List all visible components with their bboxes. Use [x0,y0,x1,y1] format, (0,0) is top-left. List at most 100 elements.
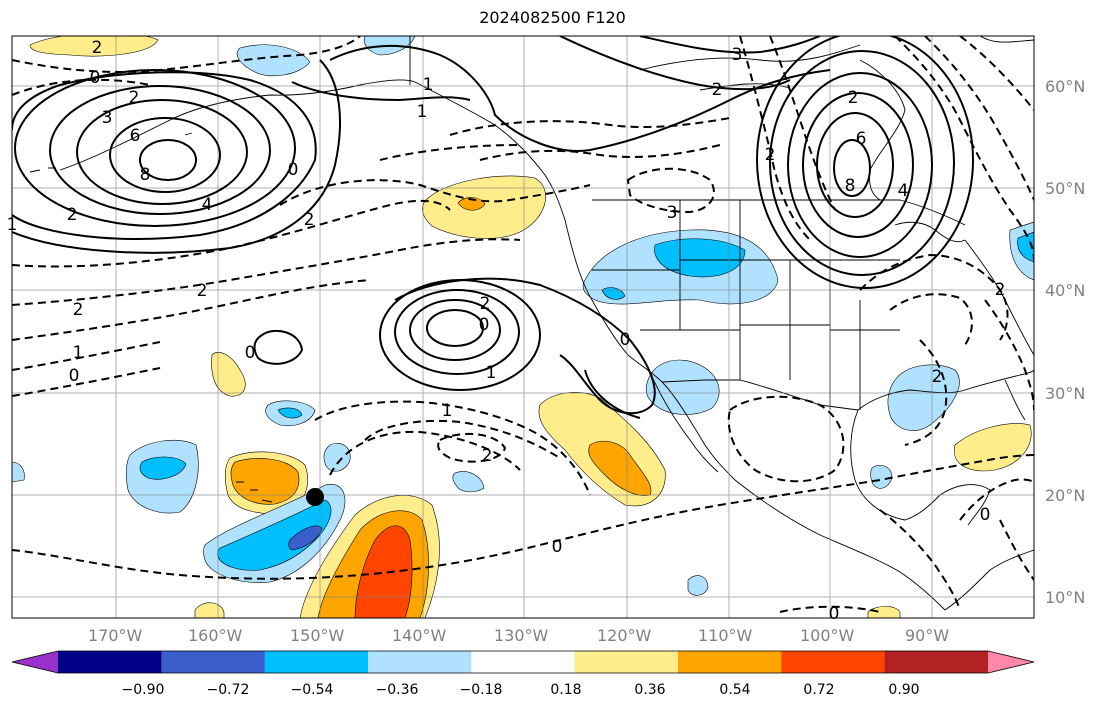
contour-label: 1 [423,75,434,95]
contour-high-6 [816,112,894,218]
contour-east-0 [999,519,1034,581]
shade-blue-west2 [601,287,626,300]
contour-se-1 [959,478,1034,521]
colorbar-tick-label: 0.18 [550,682,582,698]
contour-label: 2 [197,281,208,301]
contour-neg-9 [479,144,721,161]
hawaii-islands [236,481,273,503]
contour-neg-7 [12,367,161,397]
contour-high-5 [802,92,914,238]
location-marker [306,488,324,506]
contour-north-2 [559,36,791,91]
negative-contours [12,36,1034,613]
florida [1004,379,1026,421]
contour-label: 0 [980,505,991,525]
contour-pac-s3 [329,430,521,476]
state-lines-2 [592,259,900,331]
contour-high-2 [756,36,974,289]
contour-pac-s1 [314,400,591,496]
contour-high-8 [833,139,871,197]
colorbar-tick-label: 0.72 [803,682,835,698]
shade-blue-west [654,238,746,278]
contour-ca-loop [626,167,715,214]
baja-peninsula [649,371,719,473]
contour-east-3 [894,36,1034,261]
greenland-edge [979,36,1034,43]
contour-mid-h15 [394,289,520,375]
contour-label: 0 [288,160,299,180]
contour-zero-south [12,454,1034,580]
contour-label: 2 [304,210,315,230]
colorbar-tick-label: −0.90 [121,682,165,698]
contour-low-ak-5 [76,99,248,205]
contour-mid-h2 [409,299,501,361]
contour-north-3 [639,36,821,54]
lat-label: 40°N [1045,281,1086,300]
shade-blue-hawaii-w [139,456,187,480]
contour-pnw-1 [291,81,471,102]
shade-lightblue-small3 [452,471,485,493]
shade-yellow-ak [29,36,159,57]
contour-label: 0 [479,315,490,335]
contour-east-1 [739,36,811,241]
lon-label: 100°W [800,626,855,645]
contour-label: 3 [732,45,743,65]
contour-label: 1 [73,343,84,363]
contour-label: 1 [442,401,453,421]
shade-lightblue-edge [12,461,25,483]
shade-blue-small1 [277,407,303,419]
colorbar-tick-label: 0.36 [634,682,666,698]
colorbar-box [574,651,679,673]
colorbar-tick-label: −0.36 [375,682,419,698]
shade-lightblue-mexico [870,465,893,489]
contour-low-ak-8 [139,139,197,181]
colorbar-box [471,651,576,673]
lat-label: 20°N [1045,486,1086,505]
contour-label: 2 [765,145,776,165]
contour-labels: 2 0 2 3 6 8 4 0 1 2 2 1 3 2 2 6 8 4 1 2 … [7,38,1006,624]
contour-ak-2 [12,71,317,240]
shade-lightblue-small4 [687,575,709,596]
central-america [944,549,1034,611]
colorbar-tick-label: −0.72 [206,682,250,698]
contour-label: 2 [129,88,140,108]
contour-label: 3 [102,108,113,128]
shade-red-south [354,525,413,618]
contour-north-1 [329,45,831,152]
contour-label: 2 [712,80,723,100]
lat-label: 50°N [1045,179,1086,198]
contour-label: 0 [245,343,256,363]
contour-small-2 [437,432,507,463]
lat-label: 60°N [1045,77,1086,96]
contour-high-3 [769,50,955,276]
contour-east-2 [769,36,836,211]
contour-ca-0 [584,369,641,419]
shade-yellow-east [953,423,1032,472]
map-border [11,35,1035,619]
contour-pac-0 [394,277,656,415]
yucatan [939,484,991,526]
colorbar-tick-label: −0.54 [290,682,334,698]
colorbar-box [264,651,369,673]
shade-darkblue-sw [288,525,323,551]
contour-label: 0 [620,330,631,350]
lon-label: 120°W [597,626,652,645]
contour-neg-11 [379,144,521,161]
colorbar-extend-max [988,651,1034,673]
shade-lightblue-gulfmex [887,364,960,431]
colorbar [11,650,1035,674]
contour-mid-h3 [426,309,484,347]
colorbar-box [58,651,162,673]
contour-east-4 [924,36,1034,201]
contour-label: 2 [995,280,1006,300]
contour-label: 6 [856,129,867,149]
lat-label: 10°N [1045,588,1086,607]
colorbar-box [368,651,472,673]
colorbar-tick-label: 0.90 [888,682,920,698]
us-west-coast [564,219,736,481]
chart-title: 2024082500 F120 [479,8,626,27]
contour-label: 2 [848,88,859,108]
us-mexico-border [661,379,859,411]
contour-east-6 [859,253,1009,341]
